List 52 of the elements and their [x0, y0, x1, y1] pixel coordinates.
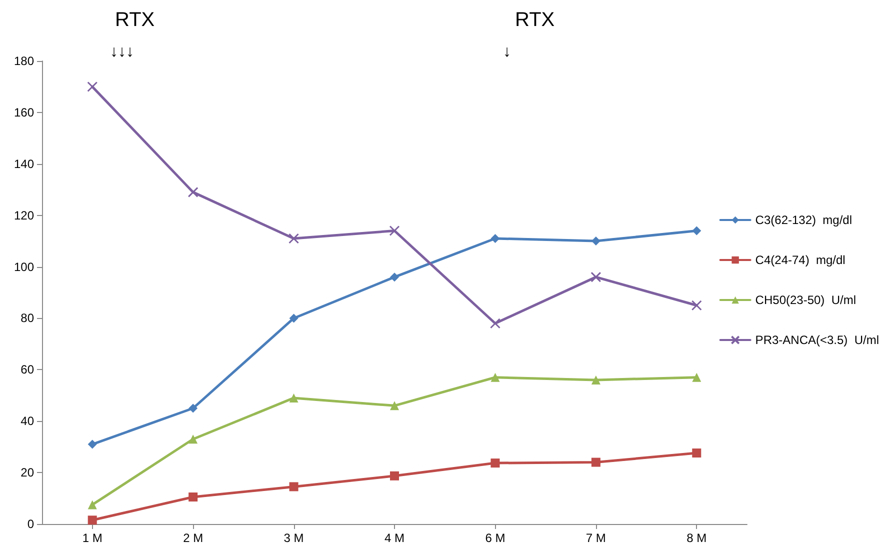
- point: [591, 375, 600, 384]
- point: [490, 458, 500, 468]
- point: [289, 314, 298, 323]
- y-tick-label: 140: [14, 156, 34, 171]
- point: [288, 233, 300, 244]
- text: RTX: [515, 9, 555, 31]
- point: [692, 448, 702, 458]
- x-tick-label: 3 M: [284, 531, 304, 545]
- x-tick-label: 7 M: [586, 531, 606, 545]
- y-tick-label: 160: [14, 105, 34, 120]
- x-tick-label: 6 M: [485, 531, 506, 545]
- point: [88, 516, 97, 525]
- y-tick-label: 0: [27, 517, 34, 531]
- point: [390, 471, 399, 480]
- point: [692, 226, 702, 236]
- legend-label: C3(62-132) mg/dl: [755, 213, 852, 227]
- point: [691, 300, 702, 311]
- point: [88, 500, 97, 510]
- point: [590, 272, 602, 282]
- text: ↓↓↓: [110, 44, 134, 60]
- point: [490, 318, 500, 329]
- point: [188, 404, 198, 413]
- y-tick-label: 180: [14, 54, 34, 68]
- y-tick-label: 40: [20, 414, 34, 428]
- point: [289, 482, 298, 492]
- x-tick-label: 8 M: [686, 531, 707, 545]
- text: RTX: [115, 9, 155, 31]
- point: [88, 440, 97, 449]
- y-tick-label: 80: [20, 311, 34, 326]
- y-tick-label: 100: [14, 260, 34, 274]
- point: [490, 372, 500, 382]
- point: [389, 226, 400, 236]
- legend-label: CH50(23-50) U/ml: [755, 293, 856, 307]
- y-tick-label: 20: [20, 466, 34, 480]
- x-tick-label: 4 M: [384, 531, 405, 545]
- point: [188, 434, 198, 444]
- point: [289, 393, 298, 402]
- y-tick-label: 120: [14, 208, 34, 222]
- point: [390, 401, 399, 410]
- point: [390, 272, 399, 282]
- y-tick-label: 60: [20, 362, 34, 377]
- x-tick-label: 1 M: [82, 531, 102, 545]
- point: [188, 492, 198, 502]
- legend-label: PR3-ANCA(<3.5) U/ml: [755, 333, 880, 347]
- text: ↓: [503, 44, 511, 60]
- x-tick-label: 2 M: [183, 531, 204, 545]
- point: [692, 372, 702, 382]
- point: [490, 234, 500, 243]
- point: [188, 186, 198, 198]
- point: [87, 81, 98, 92]
- legend-label: C4(24-74) mg/dl: [755, 253, 846, 267]
- point: [591, 458, 600, 467]
